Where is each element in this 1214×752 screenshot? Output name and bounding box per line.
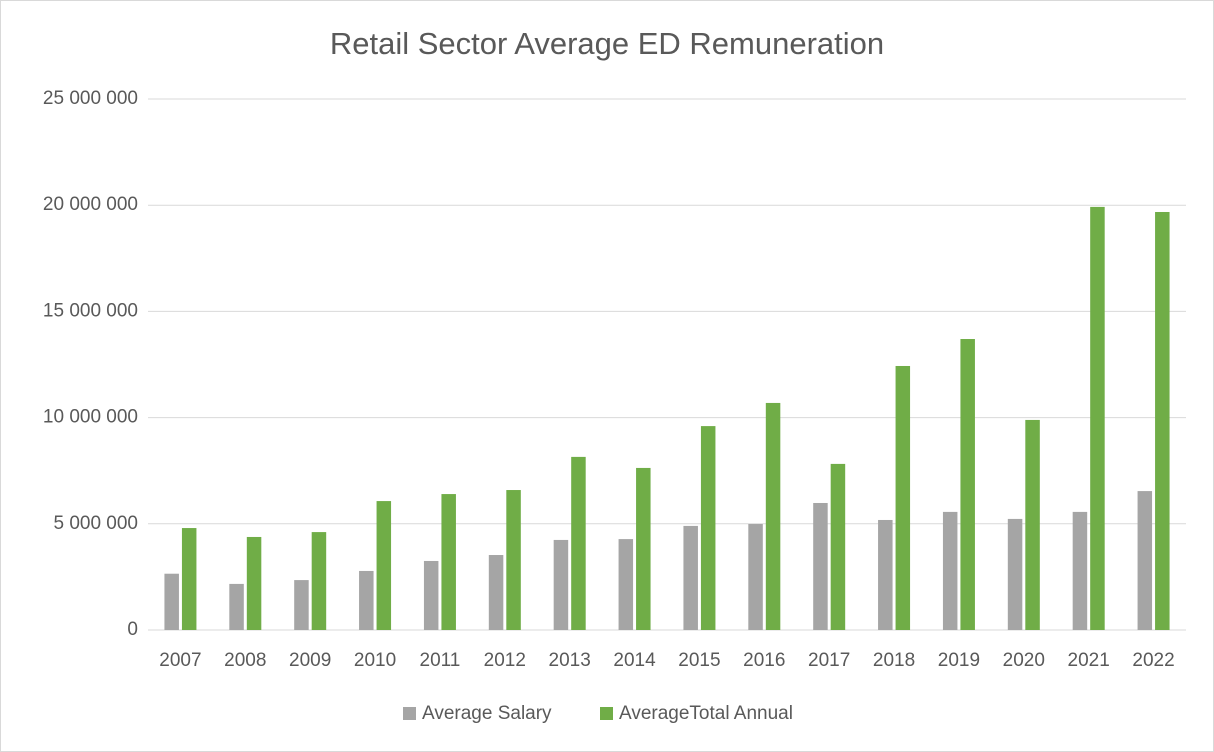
legend-label: AverageTotal Annual [619, 703, 793, 724]
bar [830, 463, 846, 630]
x-tick-label: 2022 [1132, 650, 1174, 671]
bar [553, 539, 569, 630]
bar [1025, 419, 1040, 630]
x-tick-label: 2010 [354, 650, 396, 671]
x-tick-label: 2017 [808, 650, 850, 671]
bar [441, 494, 456, 630]
bar [765, 402, 781, 630]
bar [1137, 491, 1153, 630]
legend-swatch [600, 707, 613, 720]
x-tick-label: 2007 [159, 650, 201, 671]
y-tick-label: 10 000 000 [43, 407, 138, 428]
x-tick-label: 2019 [938, 650, 980, 671]
y-tick-label: 20 000 000 [43, 194, 138, 215]
legend-label: Average Salary [422, 703, 552, 724]
bar [683, 525, 698, 630]
bar [506, 490, 521, 630]
y-tick-label: 25 000 000 [43, 88, 138, 109]
x-tick-label: 2016 [743, 650, 785, 671]
y-tick-label: 5 000 000 [53, 513, 138, 534]
bar [895, 365, 911, 630]
bar [246, 536, 262, 630]
bar [359, 570, 374, 630]
bar [1007, 518, 1023, 630]
bar [571, 456, 586, 630]
bar [878, 519, 893, 630]
bar [181, 528, 197, 630]
x-tick-label: 2015 [678, 650, 720, 671]
x-tick-label: 2012 [484, 650, 526, 671]
bar [1090, 206, 1105, 630]
bar [423, 560, 439, 630]
bar [618, 539, 634, 630]
y-tick-label: 0 [127, 619, 138, 640]
bar [1155, 211, 1170, 630]
x-tick-label: 2014 [613, 650, 656, 671]
chart-title: Retail Sector Average ED Remuneration [330, 26, 884, 61]
bar [813, 502, 828, 630]
bar [942, 511, 958, 630]
x-tick-label: 2018 [873, 650, 915, 671]
x-tick-label: 2011 [420, 650, 461, 671]
x-tick-label: 2020 [1003, 650, 1045, 671]
bar [636, 467, 651, 630]
bar [700, 426, 716, 630]
y-tick-label: 15 000 000 [43, 300, 138, 321]
bar [1072, 511, 1088, 630]
bar [311, 532, 327, 630]
legend-swatch [403, 707, 416, 720]
x-tick-label: 2009 [289, 650, 331, 671]
bar [164, 573, 179, 630]
bar [748, 524, 763, 630]
x-tick-label: 2013 [549, 650, 591, 671]
bar [488, 555, 504, 630]
x-tick-label: 2008 [224, 650, 266, 671]
bar [294, 580, 309, 630]
bar [229, 583, 244, 630]
bar [960, 339, 975, 630]
x-tick-label: 2021 [1068, 650, 1110, 671]
bar [376, 501, 392, 630]
